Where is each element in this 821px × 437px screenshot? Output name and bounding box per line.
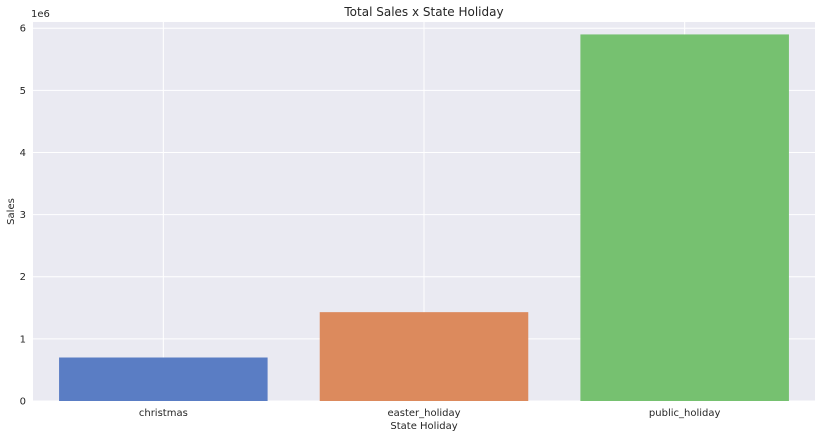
y-tick-label: 2 [20,272,26,283]
x-axis-label: State Holiday [390,421,457,432]
bars [59,34,789,401]
bar-christmas [59,357,268,401]
y-tick-label: 3 [20,210,26,221]
y-tick-label: 4 [20,148,26,159]
y-tick-label: 6 [20,24,26,35]
y-tick-label: 0 [20,397,26,408]
x-tick-label: public_holiday [649,408,721,419]
y-axis-offset-text: 1e6 [31,9,50,20]
y-axis-label: Sales [6,198,17,225]
y-axis-ticks: 0 1 2 3 4 5 6 [20,24,26,408]
bar-easter-holiday [319,312,529,401]
y-tick-label: 1 [20,334,26,345]
x-tick-label: easter_holiday [387,408,460,419]
bar-public-holiday [580,34,789,401]
x-axis-ticks: christmas easter_holiday public_holiday [139,408,721,419]
x-tick-label: christmas [139,408,188,419]
chart-title: Total Sales x State Holiday [343,5,503,19]
y-tick-label: 5 [20,86,26,97]
